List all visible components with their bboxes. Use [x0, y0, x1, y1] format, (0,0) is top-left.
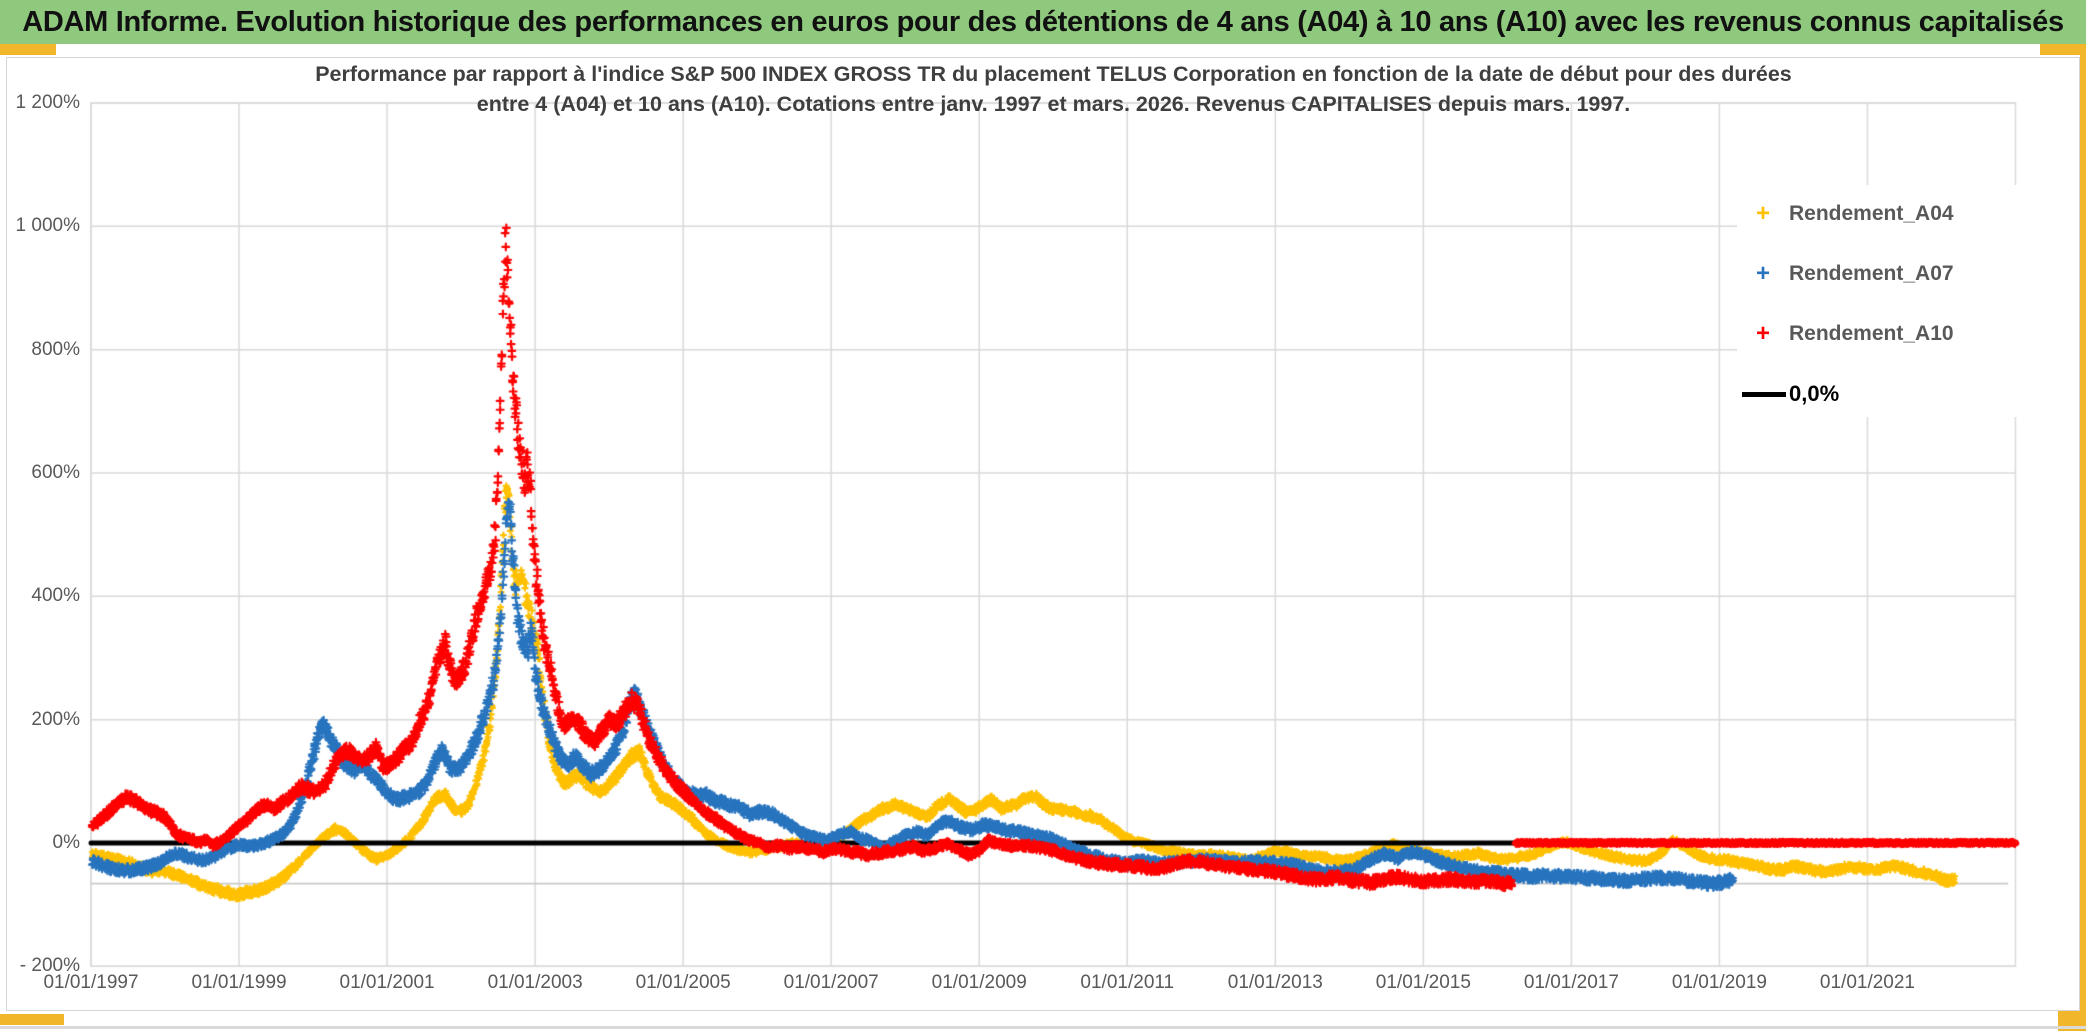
x-tick-label: 01/01/1999: [191, 972, 287, 993]
x-tick-label: 01/01/2007: [783, 972, 879, 993]
legend-item-rendement-a10[interactable]: + Rendement_A10: [1737, 317, 2017, 351]
y-tick-label: 1 000%: [15, 215, 80, 237]
legend-label: Rendement_A07: [1789, 262, 1954, 285]
legend-label: 0,0%: [1789, 381, 1840, 406]
legend-line-marker-icon: [1742, 391, 1786, 397]
x-tick-label: 01/01/2009: [931, 972, 1027, 993]
legend-item-rendement-a07[interactable]: + Rendement_A07: [1737, 257, 2017, 291]
y-tick-label: 200%: [31, 708, 80, 730]
y-tick-label: 400%: [31, 585, 80, 607]
chart-title-line1: Performance par rapport à l'indice S&P 5…: [315, 62, 1792, 86]
legend-plus-marker-icon: +: [1755, 200, 1770, 227]
chart-title-line2: entre 4 (A04) et 10 ans (A10). Cotations…: [476, 92, 1631, 116]
x-tick-label: 01/01/2017: [1523, 972, 1619, 993]
y-tick-label: 800%: [31, 338, 80, 360]
x-tick-label: 01/01/2015: [1375, 972, 1471, 993]
x-tick-label: 01/01/2021: [1819, 972, 1915, 993]
legend-label: Rendement_A10: [1789, 322, 1954, 345]
legend-plus-marker-icon: +: [1755, 260, 1770, 287]
x-tick-label: 01/01/2019: [1671, 972, 1767, 993]
chart-legend[interactable]: + Rendement_A04 + Rendement_A07 + Rendement_A…: [1737, 185, 2017, 417]
x-tick-label: 01/01/2001: [339, 972, 435, 993]
y-tick-label: 1 200%: [15, 92, 80, 113]
y-tick-label: 0%: [52, 831, 80, 853]
x-tick-label: 01/01/2013: [1227, 972, 1323, 993]
legend-label: Rendement_A04: [1789, 202, 1954, 225]
y-tick-label: - 200%: [19, 955, 80, 977]
y-tick-label: 600%: [31, 461, 80, 483]
legend-item-0-0-[interactable]: 0,0%: [1737, 377, 2017, 411]
x-tick-label: 01/01/1997: [43, 972, 139, 993]
legend-item-rendement-a04[interactable]: + Rendement_A04: [1737, 197, 2017, 231]
x-tick-label: 01/01/2003: [487, 972, 583, 993]
legend-plus-marker-icon: +: [1755, 320, 1770, 347]
x-tick-label: 01/01/2011: [1080, 972, 1175, 993]
x-tick-label: 01/01/2005: [635, 972, 731, 993]
